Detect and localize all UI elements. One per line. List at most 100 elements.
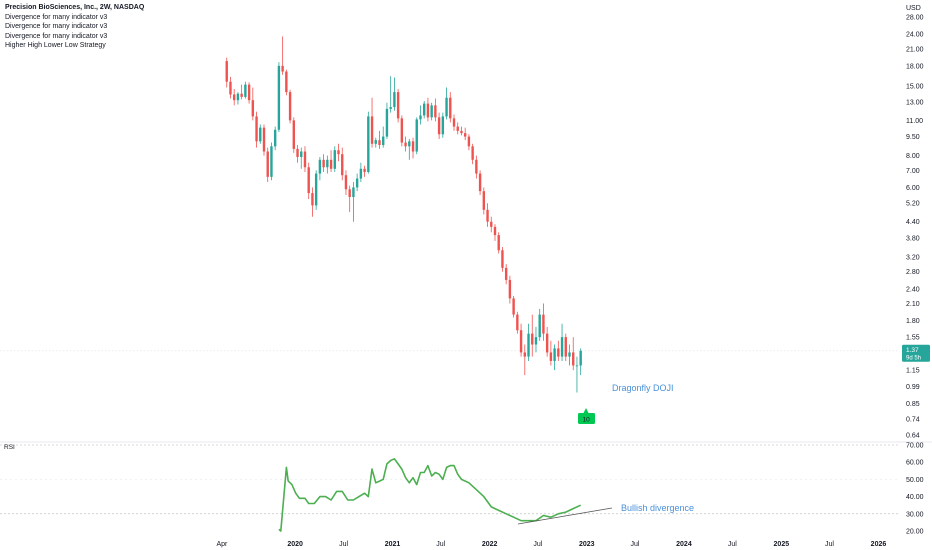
candle[interactable] xyxy=(393,77,396,111)
candle[interactable] xyxy=(452,114,456,131)
candle[interactable] xyxy=(385,102,389,139)
indicator-label[interactable]: Higher High Lower Low Strategy xyxy=(5,42,106,50)
candle[interactable] xyxy=(467,134,471,151)
candle[interactable] xyxy=(382,126,385,148)
candle[interactable] xyxy=(307,162,310,200)
candle[interactable] xyxy=(296,145,299,163)
candle[interactable] xyxy=(572,337,575,371)
candle[interactable] xyxy=(333,146,336,172)
candle[interactable] xyxy=(519,323,523,357)
candle[interactable] xyxy=(542,303,545,341)
candle[interactable] xyxy=(232,89,236,106)
candle[interactable] xyxy=(277,62,281,133)
indicator-label[interactable]: Divergence for many indicator v3 xyxy=(5,13,108,21)
candle[interactable] xyxy=(348,185,351,213)
time-axis[interactable]: Apr 2020 Jul 2021 Jul 2022 Jul 2023 Jul 2024 Jul 20… xyxy=(216,541,886,548)
divergence-trendline[interactable] xyxy=(517,507,613,525)
candle[interactable] xyxy=(426,97,430,122)
candle[interactable] xyxy=(344,170,348,196)
candle[interactable] xyxy=(270,142,273,181)
candle[interactable] xyxy=(456,122,459,135)
candle[interactable] xyxy=(553,344,556,371)
candle[interactable] xyxy=(437,112,441,139)
candle[interactable] xyxy=(557,340,560,361)
candle[interactable] xyxy=(244,81,247,99)
candle[interactable] xyxy=(564,333,567,361)
candle[interactable] xyxy=(352,182,355,222)
candle[interactable] xyxy=(281,36,284,75)
candle[interactable] xyxy=(292,117,296,153)
candle[interactable] xyxy=(314,170,318,210)
candle[interactable] xyxy=(423,101,426,119)
candle[interactable] xyxy=(367,111,370,174)
candle[interactable] xyxy=(400,115,404,147)
candle[interactable] xyxy=(482,187,486,215)
candle[interactable] xyxy=(415,117,418,155)
candle[interactable] xyxy=(396,89,400,123)
candle[interactable] xyxy=(300,147,303,169)
candle[interactable] xyxy=(504,264,508,285)
candle[interactable] xyxy=(463,127,467,141)
candle[interactable] xyxy=(229,76,232,99)
candle[interactable] xyxy=(303,146,307,172)
candle[interactable] xyxy=(285,69,288,96)
last-price-badge[interactable]: 1.37 9d 5h xyxy=(902,344,930,362)
candle[interactable] xyxy=(408,138,411,160)
candle[interactable] xyxy=(266,147,269,183)
rsi-pane-label[interactable]: RSI xyxy=(4,444,15,451)
candle[interactable] xyxy=(329,150,333,172)
candle[interactable] xyxy=(493,224,497,241)
candle[interactable] xyxy=(259,124,262,144)
candle[interactable] xyxy=(508,275,512,304)
candle[interactable] xyxy=(568,344,571,366)
candle[interactable] xyxy=(225,57,228,88)
candle[interactable] xyxy=(378,130,381,149)
candle[interactable] xyxy=(501,247,504,272)
candle[interactable] xyxy=(411,137,415,159)
candle[interactable] xyxy=(478,170,482,196)
candle[interactable] xyxy=(512,295,515,318)
candle[interactable] xyxy=(363,165,366,177)
candle[interactable] xyxy=(374,137,377,148)
candle[interactable] xyxy=(341,147,344,181)
candle[interactable] xyxy=(311,187,314,217)
candle[interactable] xyxy=(326,155,329,174)
rsi-pane[interactable]: 70.00 60.00 50.00 40.00 30.00 20.00 xyxy=(0,443,924,536)
candle[interactable] xyxy=(434,98,437,122)
price-axis[interactable]: 28.00 24.00 21.00 18.00 15.00 13.00 11.00 9.50 8… xyxy=(906,15,924,440)
candle[interactable] xyxy=(445,87,448,120)
candle[interactable] xyxy=(441,112,445,138)
candle[interactable] xyxy=(370,97,374,148)
candle[interactable] xyxy=(322,154,325,172)
candle[interactable] xyxy=(236,92,240,105)
signal-badge[interactable]: 10 xyxy=(578,408,595,424)
candle[interactable] xyxy=(486,203,489,227)
symbol-title[interactable]: Precision BioSciences, Inc., 2W, NASDAQ xyxy=(5,4,145,11)
candle[interactable] xyxy=(288,89,292,124)
candle[interactable] xyxy=(449,92,452,123)
candle[interactable] xyxy=(355,173,359,192)
candle[interactable] xyxy=(560,323,564,361)
candle[interactable] xyxy=(404,136,407,152)
candle[interactable] xyxy=(575,356,579,393)
candle[interactable] xyxy=(497,232,500,254)
candle[interactable] xyxy=(545,326,549,357)
candle[interactable] xyxy=(273,126,277,151)
bullish-divergence-annotation[interactable]: Bullish divergence xyxy=(621,503,694,513)
candle[interactable] xyxy=(475,155,478,179)
dragonfly-doji-annotation[interactable]: Dragonfly DOJI xyxy=(612,383,674,393)
candle[interactable] xyxy=(419,105,422,125)
rsi-line[interactable] xyxy=(278,457,582,532)
candle[interactable] xyxy=(337,143,340,162)
candle[interactable] xyxy=(523,344,526,376)
price-candles[interactable] xyxy=(225,36,582,393)
candle[interactable] xyxy=(255,111,258,148)
candle[interactable] xyxy=(534,326,538,353)
indicator-label[interactable]: Divergence for many indicator v3 xyxy=(5,32,108,40)
candle[interactable] xyxy=(262,124,266,156)
candle[interactable] xyxy=(251,87,255,121)
candle[interactable] xyxy=(579,348,582,376)
candle[interactable] xyxy=(389,76,392,113)
candle[interactable] xyxy=(359,162,363,183)
